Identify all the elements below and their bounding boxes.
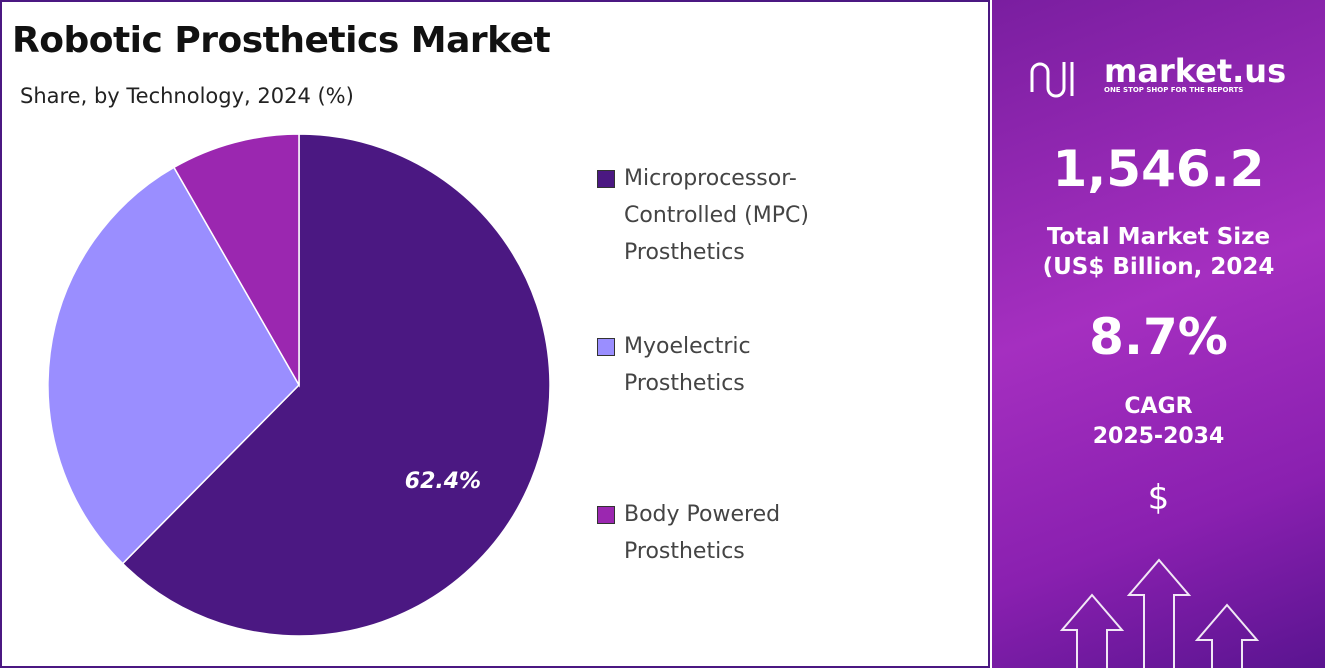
data-label: 62.4% bbox=[405, 469, 481, 494]
chart-title: Robotic Prosthetics Market bbox=[12, 20, 551, 61]
panel-decoration bbox=[1030, 62, 1260, 668]
legend-swatch bbox=[597, 506, 615, 524]
legend-item: Myoelectric Prosthetics bbox=[597, 328, 864, 402]
chart-frame bbox=[0, 0, 990, 668]
legend-label: Microprocessor-Controlled (MPC) Prosthet… bbox=[624, 166, 809, 265]
market-size: 1,546.2 bbox=[1052, 140, 1265, 198]
legend-label: Body Powered Prosthetics bbox=[624, 502, 781, 564]
cagr-label: CAGR bbox=[1124, 394, 1193, 419]
legend-item: Microprocessor-Controlled (MPC) Prosthet… bbox=[597, 160, 864, 271]
arrows bbox=[1059, 558, 1260, 668]
pie-slice bbox=[121, 133, 551, 637]
tagline: ONE STOP SHOP FOR THE REPORTS bbox=[1104, 86, 1244, 94]
info-panel: market.us ONE STOP SHOP FOR THE REPORTS … bbox=[992, 0, 1325, 668]
legend-label: Myoelectric Prosthetics bbox=[624, 334, 751, 396]
cagr: 8.7% bbox=[1089, 308, 1228, 366]
cagr-label: 2025-2034 bbox=[1092, 424, 1225, 449]
legend-item: Body Powered Prosthetics bbox=[597, 496, 864, 570]
market-size-label: Total Market Size bbox=[1046, 224, 1271, 250]
chart-subtitle: Share, by Technology, 2024 (%) bbox=[20, 84, 354, 108]
brand: market.us bbox=[1104, 52, 1287, 90]
pie-slice bbox=[47, 166, 300, 565]
legend-swatch bbox=[597, 170, 615, 188]
legend-swatch bbox=[597, 338, 615, 356]
market-size-label: (US$ Billion, 2024 bbox=[1042, 254, 1275, 280]
logo-icon bbox=[1030, 62, 1074, 98]
pie-chart: 62.4% bbox=[47, 133, 551, 637]
currency-icon: $ bbox=[1147, 478, 1170, 518]
pie-slice bbox=[172, 133, 300, 388]
